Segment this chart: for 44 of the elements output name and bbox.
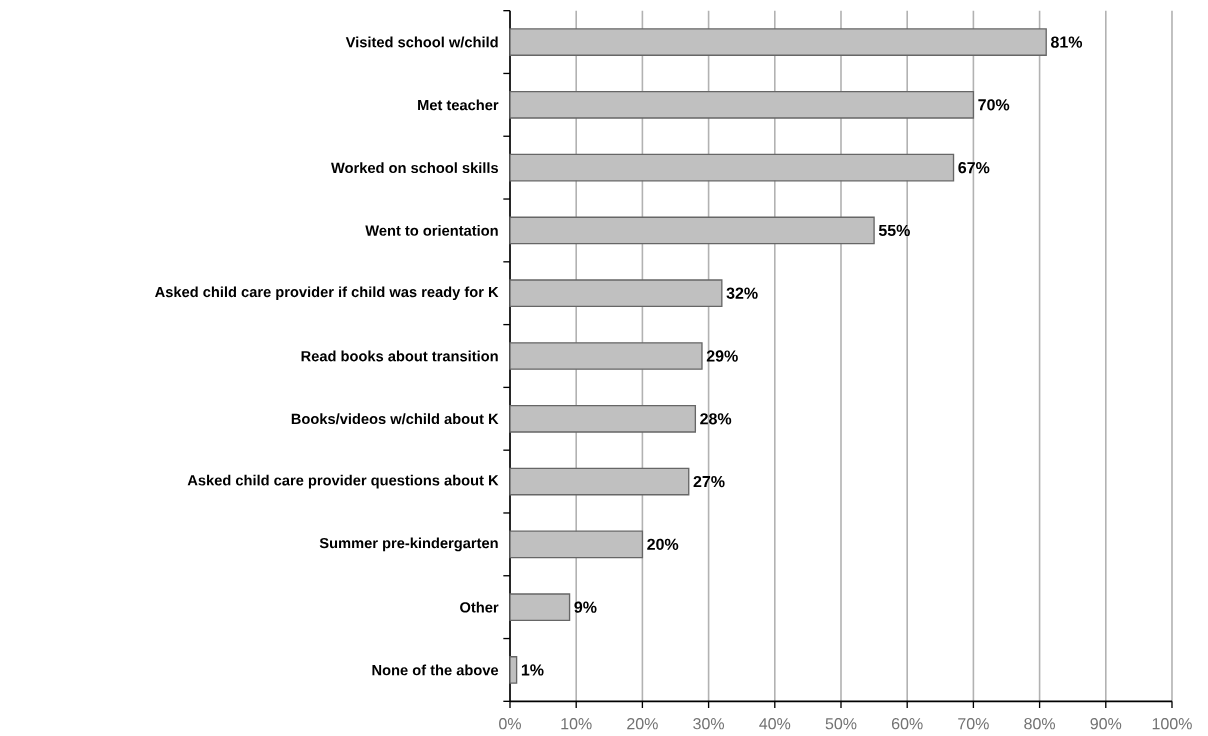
y-tick-label: Met teacher <box>418 99 499 111</box>
x-tick-label: 30% <box>693 718 725 730</box>
y-tick-label: Went to orientation <box>365 225 498 236</box>
y-tick-label: Visited school w/child <box>345 36 498 48</box>
bar <box>509 656 518 684</box>
data-label: 27% <box>693 475 725 488</box>
y-tick-label: Read books about transition <box>301 350 498 362</box>
x-tick-label: 10% <box>561 718 592 730</box>
x-tick-label: 80% <box>1024 718 1056 730</box>
y-tick-label: Books/videos w/child about K <box>291 413 499 425</box>
bar <box>509 28 1047 56</box>
bar <box>509 153 955 182</box>
data-label: 55% <box>878 224 910 237</box>
bar <box>509 216 875 245</box>
data-label: 1% <box>521 664 544 676</box>
data-label: 67% <box>958 161 990 174</box>
y-tick-label: Worked on school skills <box>331 162 499 174</box>
bar <box>509 342 703 370</box>
data-label: 9% <box>574 601 597 613</box>
data-label: 81% <box>1050 36 1083 48</box>
x-tick-label: 40% <box>759 718 791 730</box>
bar <box>509 467 690 496</box>
y-tick-label: Summer pre-kindergarten <box>319 537 498 552</box>
bar <box>509 90 975 119</box>
data-label: 20% <box>647 538 679 551</box>
y-tick-label: Asked child care provider questions about K <box>187 474 499 489</box>
x-tick-label: 60% <box>892 718 923 730</box>
data-label: 29% <box>706 350 738 362</box>
x-tick-label: 0% <box>499 718 521 730</box>
data-label: 32% <box>726 287 758 299</box>
x-tick-label: 50% <box>825 718 857 730</box>
y-tick-label: Other <box>460 601 499 613</box>
bar <box>509 404 697 433</box>
y-tick-label: Asked child care provider if child was ready for K <box>155 286 499 301</box>
bar <box>509 530 644 559</box>
bar <box>509 279 723 308</box>
y-tick-label: None of the above <box>372 664 499 676</box>
bar <box>509 593 571 621</box>
x-tick-label: 100% <box>1152 718 1192 730</box>
x-tick-label: 90% <box>1090 718 1122 730</box>
data-label: 70% <box>978 99 1010 111</box>
x-tick-label: 70% <box>958 718 989 730</box>
data-label: 28% <box>700 413 732 425</box>
x-tick-label: 20% <box>627 718 658 730</box>
